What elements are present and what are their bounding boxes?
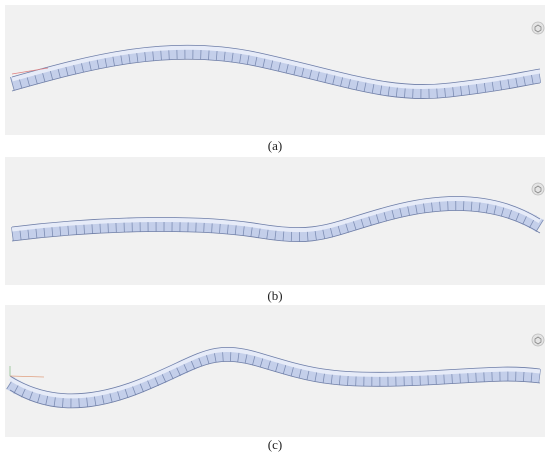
view-cube [531,182,545,196]
beam [11,195,544,243]
beam [10,44,542,99]
beam [6,346,541,409]
view-cube [531,333,545,347]
panel-a: (a) [5,5,545,153]
view-cube [531,21,545,35]
caption: (b) [267,288,282,303]
caption: (c) [268,437,282,452]
panel-b: (b) [5,157,545,303]
caption: (a) [268,138,282,153]
panel-c: (c) [5,305,545,452]
